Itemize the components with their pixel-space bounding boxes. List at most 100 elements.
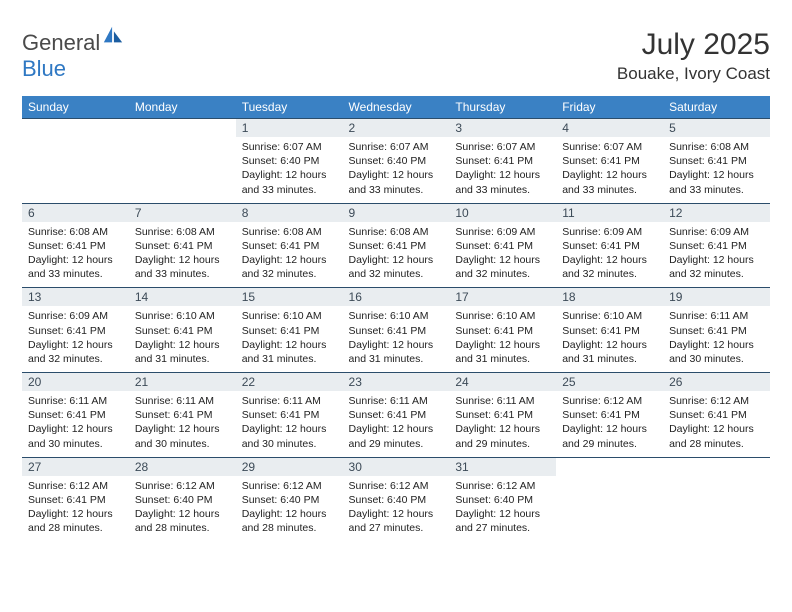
day-body: Sunrise: 6:07 AMSunset: 6:41 PMDaylight:… [449, 137, 556, 203]
day-line-d1: Daylight: 12 hours [349, 338, 444, 352]
day-line-d2: and 31 minutes. [135, 352, 230, 366]
day-line-sr: Sunrise: 6:09 AM [562, 225, 657, 239]
day-number: 30 [343, 458, 450, 476]
day-line-sr: Sunrise: 6:08 AM [28, 225, 123, 239]
day-body: Sunrise: 6:12 AMSunset: 6:41 PMDaylight:… [663, 391, 770, 457]
day-line-sr: Sunrise: 6:10 AM [349, 309, 444, 323]
day-line-d2: and 31 minutes. [562, 352, 657, 366]
day-line-ss: Sunset: 6:41 PM [135, 239, 230, 253]
day-line-ss: Sunset: 6:41 PM [349, 239, 444, 253]
calendar-head: SundayMondayTuesdayWednesdayThursdayFrid… [22, 96, 770, 119]
day-line-d2: and 32 minutes. [242, 267, 337, 281]
day-body: Sunrise: 6:11 AMSunset: 6:41 PMDaylight:… [663, 306, 770, 372]
day-line-d2: and 33 minutes. [349, 183, 444, 197]
day-line-d1: Daylight: 12 hours [135, 422, 230, 436]
calendar-cell: 16Sunrise: 6:10 AMSunset: 6:41 PMDayligh… [343, 288, 450, 373]
calendar-cell [663, 457, 770, 541]
day-body: Sunrise: 6:11 AMSunset: 6:41 PMDaylight:… [236, 391, 343, 457]
calendar-cell: 23Sunrise: 6:11 AMSunset: 6:41 PMDayligh… [343, 373, 450, 458]
day-number: 1 [236, 119, 343, 137]
calendar-cell: 13Sunrise: 6:09 AMSunset: 6:41 PMDayligh… [22, 288, 129, 373]
day-body: Sunrise: 6:09 AMSunset: 6:41 PMDaylight:… [663, 222, 770, 288]
day-number: 5 [663, 119, 770, 137]
calendar-row: 13Sunrise: 6:09 AMSunset: 6:41 PMDayligh… [22, 288, 770, 373]
calendar-cell: 4Sunrise: 6:07 AMSunset: 6:41 PMDaylight… [556, 119, 663, 204]
day-body: Sunrise: 6:08 AMSunset: 6:41 PMDaylight:… [129, 222, 236, 288]
day-body: Sunrise: 6:10 AMSunset: 6:41 PMDaylight:… [129, 306, 236, 372]
day-number: 14 [129, 288, 236, 306]
day-line-sr: Sunrise: 6:10 AM [455, 309, 550, 323]
day-line-d1: Daylight: 12 hours [562, 168, 657, 182]
calendar-cell: 27Sunrise: 6:12 AMSunset: 6:41 PMDayligh… [22, 457, 129, 541]
day-line-sr: Sunrise: 6:10 AM [242, 309, 337, 323]
day-body: Sunrise: 6:11 AMSunset: 6:41 PMDaylight:… [129, 391, 236, 457]
day-line-sr: Sunrise: 6:12 AM [669, 394, 764, 408]
day-line-d2: and 33 minutes. [135, 267, 230, 281]
day-body: Sunrise: 6:10 AMSunset: 6:41 PMDaylight:… [449, 306, 556, 372]
calendar-cell: 29Sunrise: 6:12 AMSunset: 6:40 PMDayligh… [236, 457, 343, 541]
calendar-cell: 6Sunrise: 6:08 AMSunset: 6:41 PMDaylight… [22, 203, 129, 288]
day-body: Sunrise: 6:12 AMSunset: 6:41 PMDaylight:… [22, 476, 129, 542]
day-line-ss: Sunset: 6:41 PM [455, 408, 550, 422]
day-line-sr: Sunrise: 6:10 AM [562, 309, 657, 323]
day-body: Sunrise: 6:10 AMSunset: 6:41 PMDaylight:… [236, 306, 343, 372]
brand-word1: General [22, 30, 100, 55]
calendar-cell: 28Sunrise: 6:12 AMSunset: 6:40 PMDayligh… [129, 457, 236, 541]
weekday-header: Tuesday [236, 96, 343, 119]
day-line-d2: and 33 minutes. [562, 183, 657, 197]
day-body: Sunrise: 6:08 AMSunset: 6:41 PMDaylight:… [343, 222, 450, 288]
day-line-ss: Sunset: 6:41 PM [669, 408, 764, 422]
calendar-cell: 20Sunrise: 6:11 AMSunset: 6:41 PMDayligh… [22, 373, 129, 458]
day-line-d2: and 30 minutes. [242, 437, 337, 451]
day-line-d2: and 31 minutes. [455, 352, 550, 366]
day-line-ss: Sunset: 6:40 PM [242, 154, 337, 168]
day-line-ss: Sunset: 6:41 PM [669, 324, 764, 338]
day-line-d2: and 27 minutes. [349, 521, 444, 535]
title-block: July 2025 Bouake, Ivory Coast [617, 28, 770, 84]
day-line-d1: Daylight: 12 hours [669, 253, 764, 267]
calendar-cell: 5Sunrise: 6:08 AMSunset: 6:41 PMDaylight… [663, 119, 770, 204]
calendar-cell: 19Sunrise: 6:11 AMSunset: 6:41 PMDayligh… [663, 288, 770, 373]
day-body: Sunrise: 6:12 AMSunset: 6:40 PMDaylight:… [343, 476, 450, 542]
day-line-d2: and 27 minutes. [455, 521, 550, 535]
day-number: 27 [22, 458, 129, 476]
day-line-sr: Sunrise: 6:11 AM [242, 394, 337, 408]
day-line-d1: Daylight: 12 hours [455, 422, 550, 436]
calendar-cell: 18Sunrise: 6:10 AMSunset: 6:41 PMDayligh… [556, 288, 663, 373]
day-line-d2: and 33 minutes. [669, 183, 764, 197]
day-line-ss: Sunset: 6:41 PM [28, 324, 123, 338]
day-line-ss: Sunset: 6:41 PM [669, 239, 764, 253]
day-line-ss: Sunset: 6:40 PM [349, 154, 444, 168]
day-line-d2: and 28 minutes. [242, 521, 337, 535]
day-number: 8 [236, 204, 343, 222]
calendar-cell: 17Sunrise: 6:10 AMSunset: 6:41 PMDayligh… [449, 288, 556, 373]
day-number: 25 [556, 373, 663, 391]
day-number: 12 [663, 204, 770, 222]
month-title: July 2025 [617, 28, 770, 62]
day-number: 21 [129, 373, 236, 391]
day-number: 20 [22, 373, 129, 391]
day-body: Sunrise: 6:10 AMSunset: 6:41 PMDaylight:… [343, 306, 450, 372]
day-line-d1: Daylight: 12 hours [135, 507, 230, 521]
day-line-d1: Daylight: 12 hours [28, 507, 123, 521]
brand-text: General Blue [22, 28, 124, 82]
day-line-d2: and 31 minutes. [242, 352, 337, 366]
day-body: Sunrise: 6:08 AMSunset: 6:41 PMDaylight:… [22, 222, 129, 288]
day-line-d1: Daylight: 12 hours [242, 168, 337, 182]
day-line-d1: Daylight: 12 hours [135, 253, 230, 267]
day-line-d1: Daylight: 12 hours [669, 168, 764, 182]
calendar-cell [129, 119, 236, 204]
calendar-cell [22, 119, 129, 204]
day-number: 10 [449, 204, 556, 222]
day-line-sr: Sunrise: 6:11 AM [135, 394, 230, 408]
day-line-d1: Daylight: 12 hours [455, 507, 550, 521]
day-line-ss: Sunset: 6:41 PM [28, 239, 123, 253]
calendar-row: 27Sunrise: 6:12 AMSunset: 6:41 PMDayligh… [22, 457, 770, 541]
day-line-ss: Sunset: 6:41 PM [28, 493, 123, 507]
location: Bouake, Ivory Coast [617, 64, 770, 84]
day-body: Sunrise: 6:12 AMSunset: 6:40 PMDaylight:… [236, 476, 343, 542]
brand-logo: General Blue [22, 28, 124, 82]
day-body: Sunrise: 6:07 AMSunset: 6:40 PMDaylight:… [343, 137, 450, 203]
day-line-sr: Sunrise: 6:12 AM [135, 479, 230, 493]
day-body: Sunrise: 6:07 AMSunset: 6:40 PMDaylight:… [236, 137, 343, 203]
